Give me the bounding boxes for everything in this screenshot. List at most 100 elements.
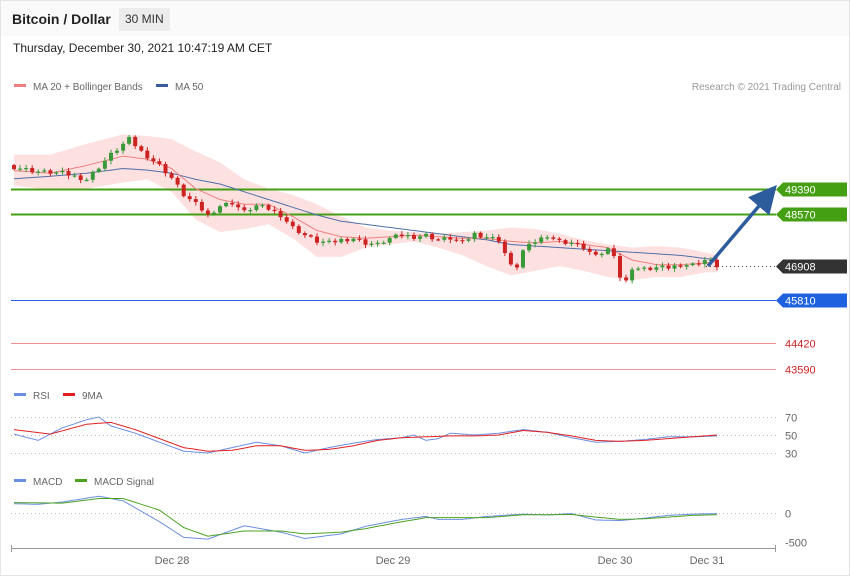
candle-body: [527, 243, 532, 251]
candle-body: [424, 233, 429, 237]
candle-body: [321, 241, 326, 243]
candle-body: [139, 146, 144, 151]
candle-body: [42, 170, 47, 172]
x-tick-label: Dec 30: [598, 555, 633, 567]
candle-body: [696, 263, 701, 265]
candle-body: [484, 237, 489, 239]
candle-body: [496, 237, 501, 242]
candle-body: [242, 207, 247, 211]
rsi-ma-legend-swatch: [63, 393, 75, 396]
candle-body: [381, 242, 386, 244]
macd-signal-legend-swatch: [75, 479, 87, 482]
candle-body: [66, 171, 71, 176]
price-legend: MA 20 + Bollinger Bands MA 50: [14, 82, 204, 93]
candle-body: [266, 205, 271, 210]
x-tick-label: Dec 29: [376, 555, 411, 567]
candle-body: [308, 235, 313, 237]
candle-body: [363, 239, 368, 245]
candle-body: [127, 136, 132, 144]
candle-body: [666, 265, 671, 269]
candle-body: [224, 202, 229, 207]
candle-body: [636, 268, 641, 270]
candle-body: [575, 242, 580, 245]
candle-body: [109, 152, 113, 161]
candle-body: [345, 239, 350, 242]
level-tag-45810: [776, 293, 847, 308]
candle-body: [436, 239, 441, 241]
chart-header: Bitcoin / Dollar 30 MIN: [1, 1, 849, 36]
candle-body: [163, 164, 168, 174]
candle-body: [115, 150, 119, 153]
rsi-legend-swatch: [14, 393, 26, 396]
candle-body: [557, 238, 562, 241]
timeframe-selector[interactable]: 30 MIN: [119, 8, 170, 31]
candle-body: [205, 210, 210, 215]
macd-signal-legend-label: MACD Signal: [94, 477, 154, 488]
candle-body: [660, 265, 665, 268]
macd-line: [13, 495, 718, 540]
candle-body: [121, 143, 126, 151]
x-tick-label: Dec 28: [155, 555, 190, 567]
candle-body: [654, 267, 659, 270]
candle-body: [187, 196, 192, 200]
candle-body: [418, 236, 422, 239]
candle-body: [230, 202, 235, 205]
projection-arrow: [706, 184, 777, 268]
rsi-lines: [13, 416, 718, 454]
macd-tick--500: -500: [785, 538, 807, 550]
rsi-tick-30: 30: [785, 449, 797, 461]
level-label-44420: 44420: [785, 339, 816, 351]
level-label-45810: 45810: [785, 296, 816, 308]
candle-body: [78, 175, 83, 180]
candle-body: [30, 168, 35, 173]
candle-body: [387, 237, 392, 243]
candle-body: [569, 242, 574, 245]
ma50-line: [13, 167, 718, 261]
time-axis: Dec 28 Dec 29 Dec 30 Dec 31: [11, 545, 776, 567]
ma20-legend-swatch: [14, 84, 26, 87]
candle-body: [533, 242, 538, 244]
candle-body: [290, 221, 295, 227]
candle-body: [611, 248, 616, 256]
ma50-legend-swatch: [156, 84, 168, 87]
candle-body: [218, 206, 222, 213]
candle-body: [157, 161, 162, 165]
candle-body: [472, 232, 477, 240]
candle-body: [405, 235, 410, 237]
candle-body: [454, 239, 459, 241]
candle-body: [12, 165, 16, 170]
ma50-legend-label: MA 50: [175, 82, 204, 93]
rsi-ma-legend-label: 9MA: [82, 391, 103, 402]
macd-legend: MACD MACD Signal: [14, 477, 154, 488]
candle-body: [357, 238, 362, 240]
candle-body: [36, 171, 41, 173]
rsi-ma-line: [13, 421, 718, 452]
candle-body: [296, 226, 301, 233]
candle-body: [327, 240, 332, 242]
candle-body: [690, 263, 695, 266]
level-tag-46908: [776, 259, 847, 274]
candle-body: [151, 158, 156, 162]
candlesticks: [12, 134, 719, 284]
macd-legend-swatch: [14, 479, 26, 482]
projection: [706, 184, 777, 268]
candle-body: [339, 239, 344, 243]
candle-body: [648, 267, 653, 270]
candle-body: [642, 267, 647, 269]
candle-body: [193, 199, 198, 202]
candle-body: [278, 211, 283, 218]
candle-body: [333, 240, 338, 243]
candle-body: [48, 170, 53, 174]
candle-body: [315, 236, 319, 243]
candle-body: [375, 242, 380, 244]
candle-body: [587, 248, 592, 252]
candle-body: [369, 243, 374, 245]
rsi-legend-label: RSI: [33, 391, 50, 402]
candle-body: [618, 256, 622, 278]
candle-body: [96, 168, 101, 172]
level-tag-48570: [776, 207, 847, 222]
candle-body: [84, 179, 89, 181]
candle-body: [599, 253, 604, 256]
candle-body: [248, 210, 253, 212]
